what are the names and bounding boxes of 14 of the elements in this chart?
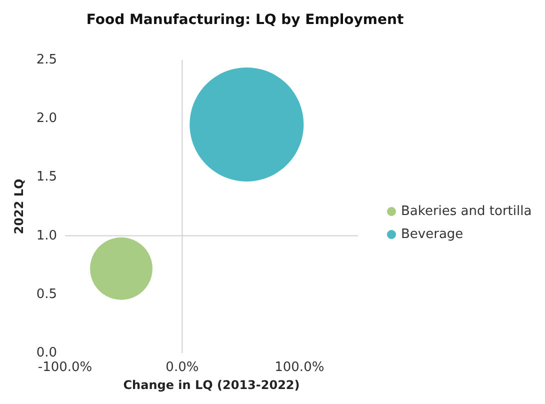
x-tick-label: 100.0%: [274, 360, 324, 375]
y-tick-label: 2.5: [36, 52, 57, 68]
legend-label: Beverage: [401, 227, 464, 242]
y-tick-label: 2.0: [36, 111, 57, 126]
y-axis-title: 2022 LQ: [12, 178, 26, 234]
legend-label: Bakeries and tortilla: [401, 204, 532, 219]
y-tick-label: 0.5: [36, 286, 57, 302]
y-tick-label: 1.0: [36, 228, 57, 244]
chart-title: Food Manufacturing: LQ by Employment: [86, 12, 404, 28]
x-tick-label: 0.0%: [166, 360, 199, 375]
x-tick-label: -100.0%: [38, 360, 92, 375]
y-tick-label: 0.0: [36, 346, 57, 360]
x-axis-title: Change in LQ (2013-2022): [123, 378, 300, 392]
y-tick-label: 1.5: [36, 170, 57, 185]
